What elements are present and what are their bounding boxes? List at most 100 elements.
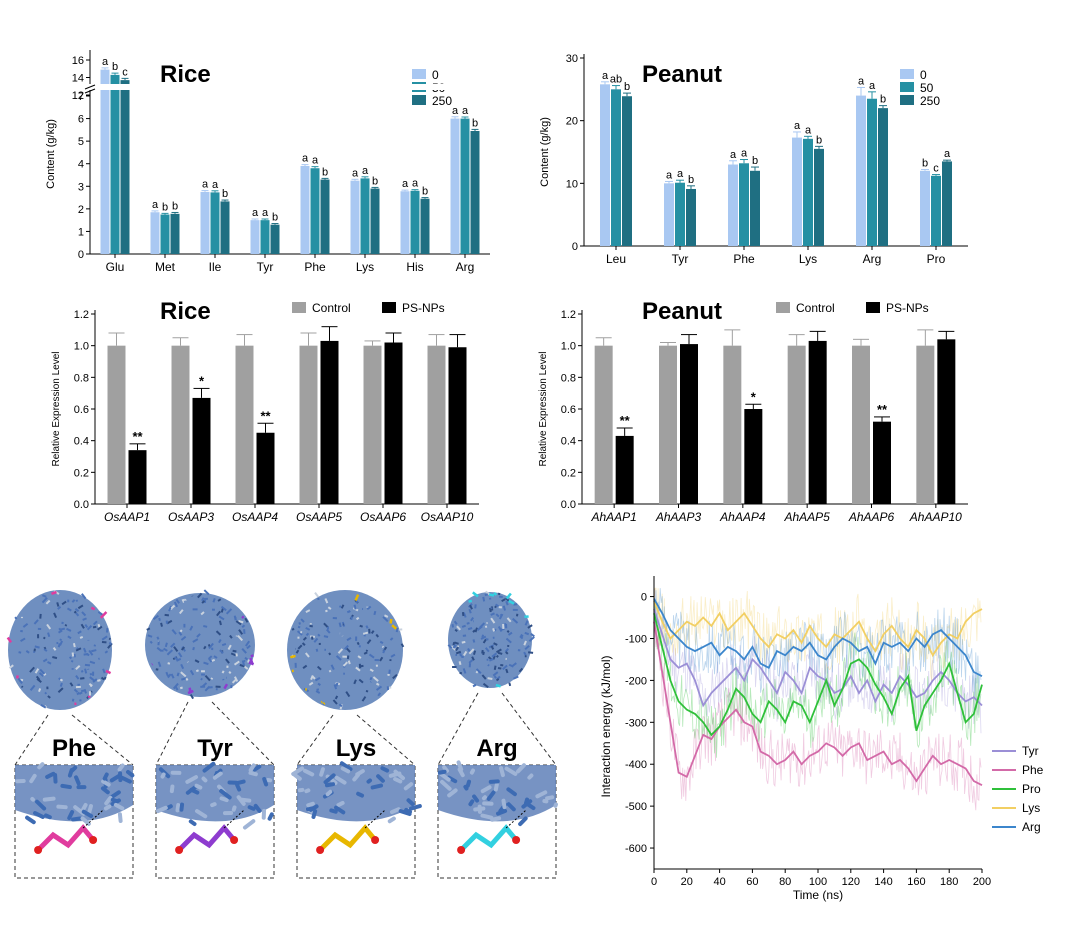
cluster-bond xyxy=(165,671,169,677)
cluster-bond xyxy=(310,675,314,681)
inset-bond xyxy=(387,816,396,824)
inset-bond xyxy=(45,771,56,779)
peanut-content-chart: 0 10 20 30 Content (g/kg) a ab b Leu a a b Tyr a a b Phe… xyxy=(520,0,1020,280)
cluster-bond xyxy=(297,625,301,629)
inset-bond xyxy=(463,784,469,791)
cluster-bond xyxy=(512,675,519,680)
cluster-bond xyxy=(80,670,84,673)
cluster-bond xyxy=(482,638,487,644)
inset-bond xyxy=(219,796,229,803)
cluster-bond xyxy=(317,682,321,686)
cluster-bond xyxy=(47,695,51,699)
noise-band xyxy=(653,588,982,697)
cluster-bond xyxy=(77,604,84,610)
bar xyxy=(931,175,941,246)
oxygen-atom xyxy=(371,836,380,844)
cluster-bond xyxy=(18,651,22,654)
cluster-bond xyxy=(301,642,306,646)
x-tick-label: Tyr xyxy=(672,252,689,266)
cluster-bond xyxy=(461,624,466,628)
x-tick-label: OsAAP3 xyxy=(168,510,214,524)
cluster-bond xyxy=(178,609,184,615)
cluster-bond xyxy=(80,623,85,629)
x-tick-label: 160 xyxy=(907,876,925,888)
y-tick-label: 0.0 xyxy=(561,499,576,511)
cluster-bond xyxy=(105,627,109,633)
cluster-bond xyxy=(524,631,530,636)
y-tick-label: 0 xyxy=(641,592,647,604)
significance-label: a xyxy=(402,178,409,190)
cluster-body xyxy=(287,590,403,710)
inset-bond xyxy=(340,766,351,774)
cluster-bond xyxy=(314,592,320,598)
cluster-bond xyxy=(210,677,214,680)
oxygen-atom xyxy=(175,846,184,854)
cluster-bond xyxy=(108,641,113,646)
cluster-bond xyxy=(203,589,210,596)
cluster-bond xyxy=(34,645,40,649)
y-tick-label: 0.2 xyxy=(561,467,576,479)
cluster-bond xyxy=(479,622,486,629)
significance-label: ** xyxy=(260,408,271,423)
cluster-bond xyxy=(493,665,497,671)
y-tick-label: 5 xyxy=(78,136,84,148)
inset-bond xyxy=(472,794,480,803)
cluster-bond xyxy=(172,682,179,690)
cluster-bond xyxy=(73,610,77,614)
cluster-bond xyxy=(489,607,492,613)
inset-bond xyxy=(185,775,199,784)
bar xyxy=(739,163,749,246)
cluster-bond xyxy=(231,678,238,684)
cluster-bond xyxy=(147,634,153,638)
significance-label: ** xyxy=(877,402,888,417)
inset-bond xyxy=(179,802,185,812)
amino-acid-molecule xyxy=(468,599,473,603)
cluster-bond xyxy=(520,633,524,638)
bar xyxy=(320,340,339,504)
cluster-bond xyxy=(297,644,303,650)
cluster-bond xyxy=(469,604,473,610)
cluster-bond xyxy=(53,612,58,619)
y-axis-label: Content (g/kg) xyxy=(539,117,551,187)
cluster-bond xyxy=(70,660,74,663)
bar xyxy=(664,183,674,246)
cluster-bond xyxy=(220,605,227,612)
significance-label: a xyxy=(412,178,419,190)
cluster-bond xyxy=(97,611,104,616)
cluster-bond xyxy=(390,653,396,658)
cluster-bond xyxy=(221,670,225,674)
cluster-bond xyxy=(506,617,512,623)
inset-bond xyxy=(306,801,315,808)
legend-label: 250 xyxy=(432,94,452,108)
bar xyxy=(400,191,410,254)
inset-bond xyxy=(518,816,528,827)
inset-bond xyxy=(117,763,125,772)
x-tick-label: OsAAP10 xyxy=(421,510,474,524)
zoom-line xyxy=(71,714,134,766)
legend-label: PS-NPs xyxy=(886,301,929,315)
y-tick-label: 6 xyxy=(78,114,84,126)
cluster-bond xyxy=(56,602,60,607)
cluster-bond xyxy=(335,655,342,661)
cluster-bond xyxy=(362,631,369,635)
cluster-bond xyxy=(189,625,194,631)
inset-bond xyxy=(60,783,72,790)
cluster-bond xyxy=(39,668,46,675)
inset-bond xyxy=(74,775,81,786)
cluster-bond xyxy=(180,663,185,670)
inset-bond xyxy=(355,769,365,777)
cluster-bond xyxy=(146,627,151,631)
legend-swatch xyxy=(292,302,306,313)
cluster-bond xyxy=(71,652,75,657)
cluster-bond xyxy=(450,645,457,651)
cluster-bond xyxy=(71,599,76,603)
bar xyxy=(615,435,634,504)
nanoplastic-cluster xyxy=(145,589,255,700)
cluster-bond xyxy=(208,655,213,660)
inset-bond xyxy=(303,768,315,777)
inset-bond xyxy=(506,787,517,797)
cluster-bond xyxy=(200,677,203,681)
cluster-bond xyxy=(472,629,476,633)
cluster-bond xyxy=(381,645,385,649)
cluster-bond xyxy=(314,676,321,682)
